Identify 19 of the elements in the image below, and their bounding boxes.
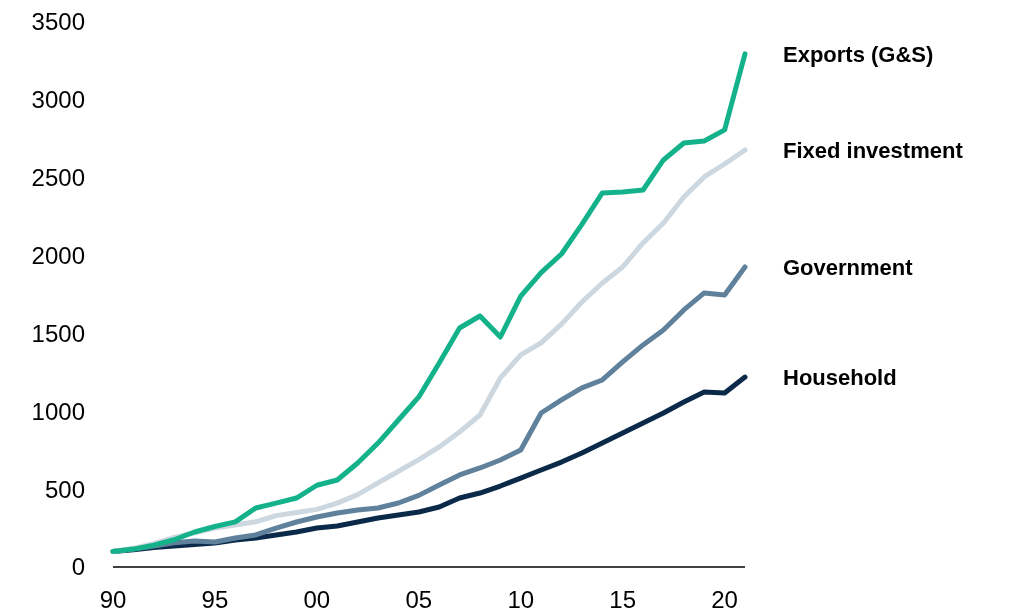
- x-tick-label: 00: [303, 586, 331, 613]
- x-tick-label: 20: [711, 586, 738, 613]
- y-tick-label: 2000: [31, 241, 85, 269]
- y-tick-label: 3500: [31, 8, 85, 36]
- y-tick-label: 3000: [31, 86, 85, 114]
- series-label: Exports (G&S): [783, 41, 934, 67]
- x-tick-label: 90: [99, 586, 127, 613]
- series-label: Fixed investment: [783, 137, 964, 163]
- y-tick-label: 2500: [31, 164, 85, 192]
- x-tick-label: 05: [405, 586, 433, 613]
- x-tick-label: 95: [201, 586, 229, 613]
- x-tick-label: 10: [507, 586, 535, 613]
- y-tick-label: 1000: [31, 397, 85, 425]
- series-label: Household: [783, 364, 897, 390]
- y-tick-label: 500: [44, 475, 85, 503]
- y-tick-label: 1500: [31, 319, 85, 347]
- series-label: Government: [783, 254, 914, 280]
- x-tick-label: 15: [609, 586, 637, 613]
- y-tick-label: 0: [71, 553, 85, 581]
